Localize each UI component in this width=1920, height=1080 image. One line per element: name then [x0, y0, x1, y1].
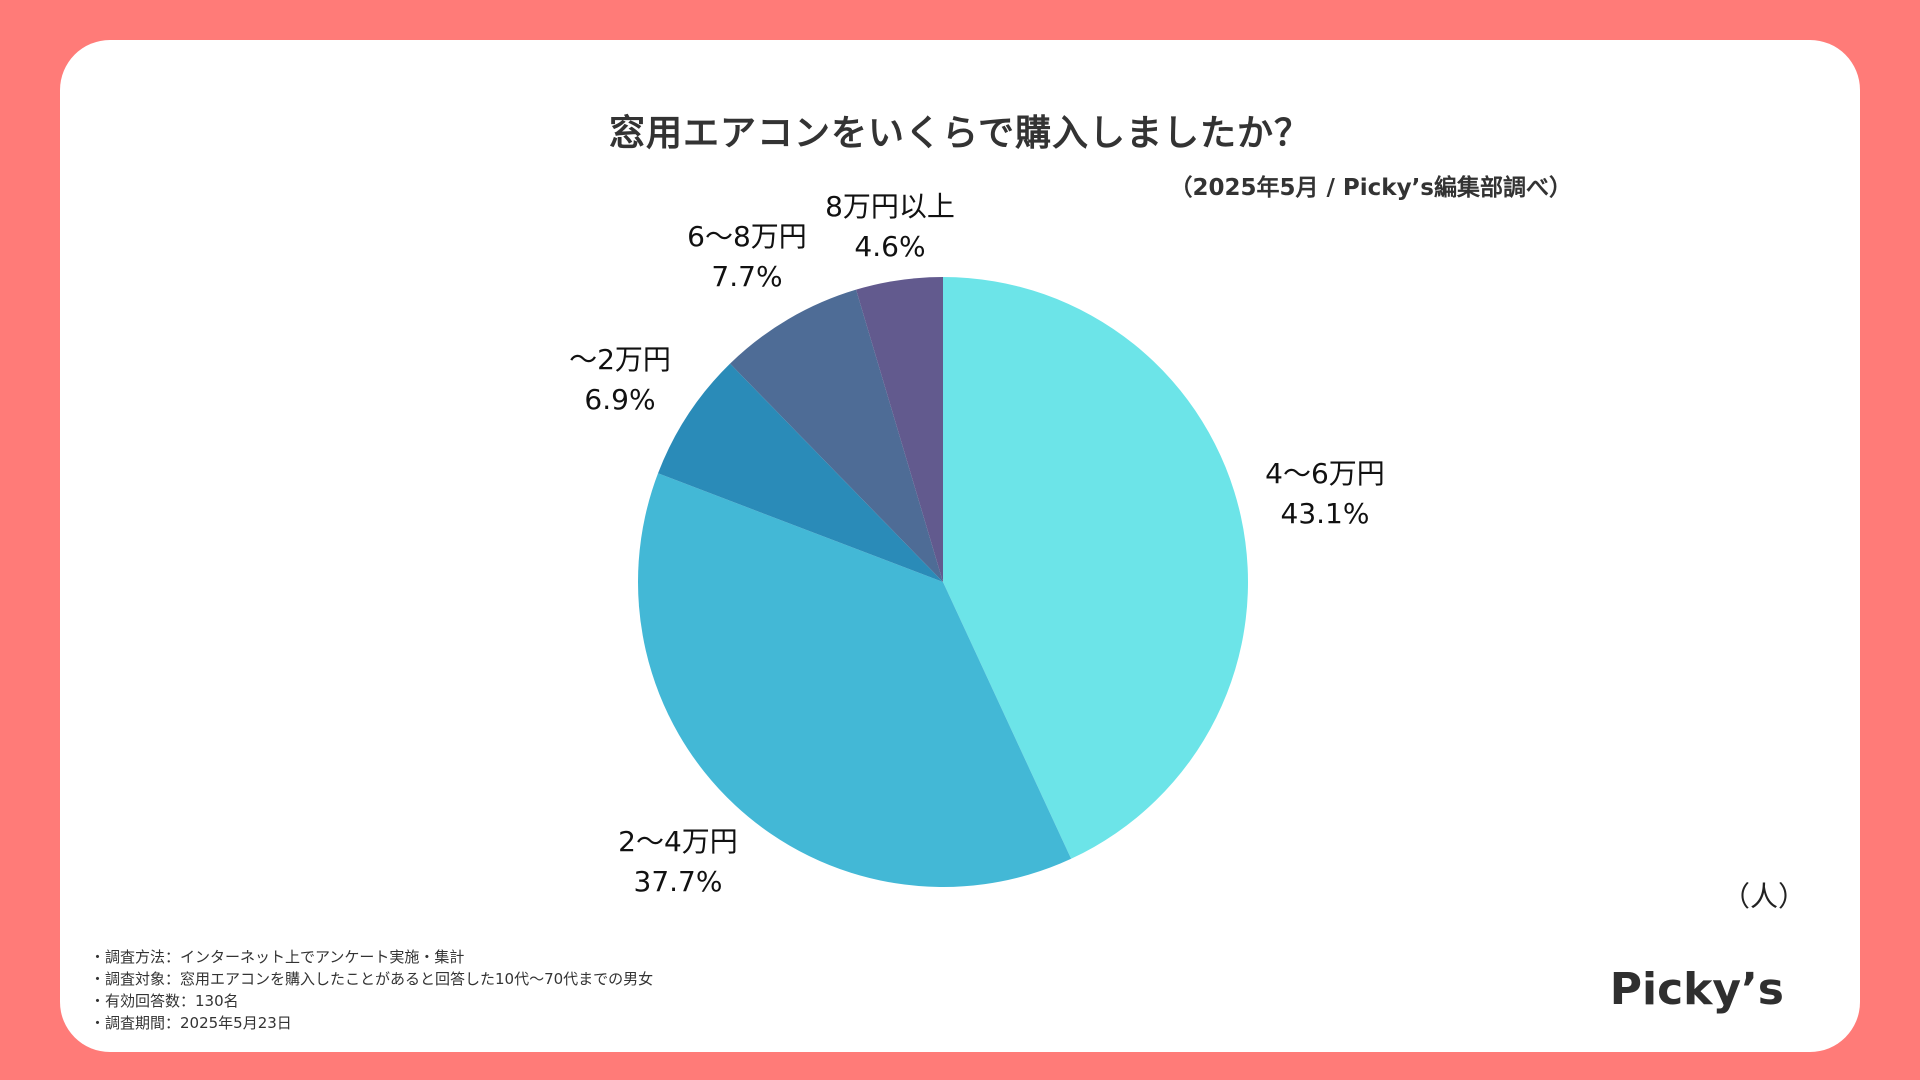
- slice-value-label: 6.9%: [584, 383, 655, 416]
- slice-value-label: 43.1%: [1281, 497, 1370, 530]
- slice-category-label: 2〜4万円: [618, 825, 738, 858]
- brand-logo: Picky’s: [1609, 964, 1784, 1015]
- note-target: ・調査対象：窓用エアコンを購入したことがあると回答した10代〜70代までの男女: [90, 970, 654, 988]
- chart-title: 窓用エアコンをいくらで購入しましたか？: [609, 113, 1311, 154]
- chart-subtitle: （2025年5月 / Picky’s編集部調べ）: [1169, 175, 1572, 201]
- slice-category-label: 4〜6万円: [1265, 457, 1385, 490]
- pie-slice-1: [943, 277, 1248, 859]
- slice-value-label: 4.6%: [854, 230, 925, 263]
- pie-slices: [638, 277, 1248, 887]
- slice-category-label: 〜2万円: [569, 343, 671, 376]
- pie-slice-4: [730, 289, 943, 582]
- pie-slice-5: [856, 277, 943, 582]
- pie-labels: 4〜6万円 43.1% 2〜4万円 37.7% 〜2万円 6.9% 6〜8万円 7.7% 8万円…: [569, 190, 1385, 898]
- note-responses: ・有効回答数：130名: [90, 992, 239, 1010]
- unit-label: （人）: [1722, 880, 1807, 913]
- pie-slice-2: [638, 473, 1072, 887]
- note-period: ・調査期間：2025年5月23日: [90, 1014, 292, 1032]
- slice-category-label: 8万円以上: [825, 190, 955, 223]
- slice-category-label: 6〜8万円: [687, 220, 807, 253]
- note-method: ・調査方法：インターネット上でアンケート実施・集計: [90, 948, 465, 966]
- slice-value-label: 37.7%: [634, 865, 723, 898]
- slice-value-label: 7.7%: [711, 260, 782, 293]
- survey-notes: ・調査方法：インターネット上でアンケート実施・集計 ・調査対象：窓用エアコンを購…: [90, 946, 653, 1034]
- pie-slice-3: [658, 363, 943, 582]
